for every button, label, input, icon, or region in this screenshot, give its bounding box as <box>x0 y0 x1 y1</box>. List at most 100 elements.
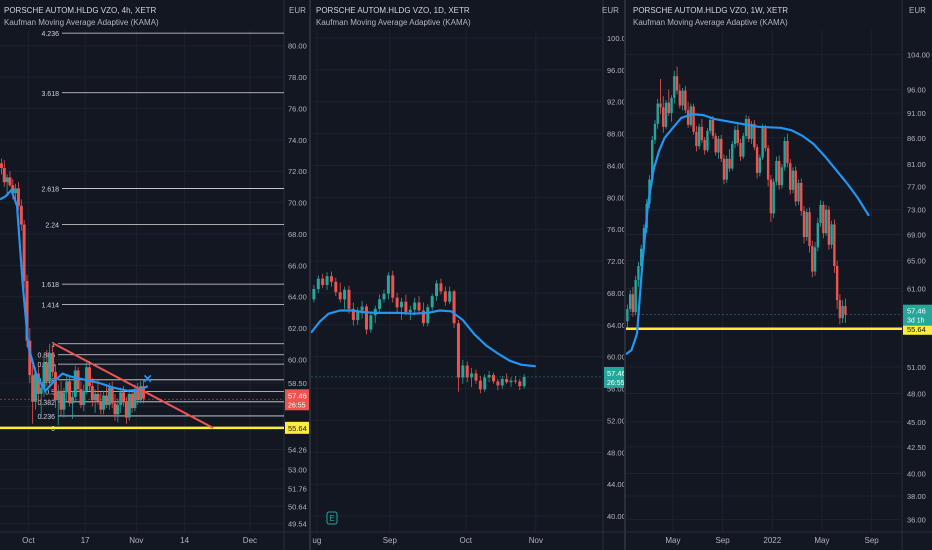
y-tick-label: 66.00 <box>288 261 307 270</box>
candle-body <box>783 140 786 168</box>
candle-body <box>96 393 100 402</box>
candle-body <box>16 188 20 206</box>
fib-level-label: 1.618 <box>41 282 59 289</box>
candle-body <box>513 380 517 382</box>
candle-body <box>628 294 632 310</box>
candle-body <box>626 309 629 322</box>
y-tick-label: 74.00 <box>288 136 307 145</box>
candle-body <box>830 224 833 245</box>
y-tick-label: 88.00 <box>607 130 624 139</box>
candle-body <box>130 393 134 409</box>
candle-body <box>753 123 756 148</box>
candle-body <box>717 138 720 153</box>
candle-body <box>99 401 103 410</box>
candle-body <box>673 76 676 98</box>
x-tick-label: May <box>814 536 829 545</box>
candle-body <box>777 160 781 186</box>
candle-body <box>122 392 126 402</box>
y-tick-label: 69.00 <box>907 230 926 239</box>
y-tick-label: 65.00 <box>907 257 926 266</box>
candle-body <box>360 306 364 311</box>
trendline <box>53 342 214 429</box>
y-tick-label: 51.00 <box>907 363 926 372</box>
candle-body <box>139 386 143 401</box>
candle-body <box>133 389 137 409</box>
candle-body <box>681 90 684 106</box>
candle-body <box>780 167 784 186</box>
candle-body <box>750 123 753 139</box>
y-tick-label: 44.00 <box>607 480 624 489</box>
y-tick-label: 64.00 <box>288 293 307 302</box>
chart-1d-pane[interactable]: 40.00 44.00 48.00 52.00 56.00 60.00 64.00 68.00… <box>311 0 624 550</box>
candle-body <box>141 386 145 399</box>
candle-body <box>465 365 469 378</box>
support-price-label: 55.64 <box>288 424 307 433</box>
candle-body <box>22 224 26 281</box>
candle-body <box>31 375 35 402</box>
candle-body <box>791 170 795 190</box>
y-tick-label: 72.00 <box>288 167 307 176</box>
y-tick-label: 53.00 <box>288 465 307 474</box>
candle-body <box>48 353 52 382</box>
candle-body <box>426 307 430 324</box>
chart-1d-svg[interactable]: 40.00 44.00 48.00 52.00 56.00 60.00 64.00 68.00… <box>311 0 624 550</box>
y-tick-label: 72.00 <box>607 257 624 266</box>
pane-divider-2[interactable] <box>624 0 626 550</box>
candle-body <box>90 386 94 401</box>
y-tick-label: 62.00 <box>288 324 307 333</box>
candle-body <box>116 404 120 415</box>
candle-body <box>739 143 742 157</box>
chart-4h-pane[interactable]: 4.2363.6182.6182.241.6181.41410.8860.786… <box>0 0 309 550</box>
candle-body <box>802 210 806 237</box>
y-tick-label: 70.00 <box>288 199 307 208</box>
support-price-label: 55.64 <box>907 325 926 334</box>
candle-body <box>417 302 421 311</box>
candle-body <box>725 158 728 180</box>
y-tick-label: 91.00 <box>907 109 926 118</box>
support-price-tag <box>903 322 932 335</box>
candle-body <box>452 291 456 324</box>
chart-4h-svg[interactable]: 4.2363.6182.6182.241.6181.41410.8860.786… <box>0 0 309 550</box>
candle-body <box>805 212 808 237</box>
candle-body <box>56 390 60 401</box>
y-tick-label: 77.00 <box>907 182 926 191</box>
y-tick-label: 73.00 <box>907 206 926 215</box>
x-tick-label: 2022 <box>763 536 781 545</box>
candle-body <box>34 373 37 402</box>
candle-body <box>430 296 434 308</box>
candle-body <box>695 131 698 147</box>
y-tick-label: 80.00 <box>607 193 624 202</box>
candle-body <box>338 292 342 300</box>
chart-1w-pane[interactable]: 36.00 38.00 40.00 42.50 45.00 48.00 51.00 55.64… <box>626 0 932 550</box>
y-tick-label: 96.00 <box>907 86 926 95</box>
candle-body <box>439 283 443 292</box>
candle-body <box>786 140 789 164</box>
candle-body <box>692 106 695 132</box>
candle-body <box>413 302 417 310</box>
candle-body <box>82 390 86 405</box>
x-tick-label: Dec <box>243 536 257 545</box>
candle-body <box>678 90 682 106</box>
candle-body <box>733 129 737 145</box>
candle-body <box>769 179 773 214</box>
candle-body <box>637 266 640 280</box>
x-tick-label: Nov <box>129 536 143 545</box>
countdown-label: 3d 1h <box>907 318 925 325</box>
y-tick-label: 86.00 <box>907 134 926 143</box>
candle-body <box>136 389 140 401</box>
candle-body <box>395 297 399 308</box>
y-tick-label: 36.00 <box>907 516 926 525</box>
candle-body <box>653 123 657 140</box>
chart-1w-svg[interactable]: 36.00 38.00 40.00 42.50 45.00 48.00 51.00 55.64… <box>626 0 932 550</box>
candle-body <box>382 293 386 300</box>
candle-body <box>714 135 717 153</box>
candle-body <box>102 395 106 410</box>
candle-body <box>325 276 329 285</box>
candle-body <box>448 291 452 302</box>
x-tick-label: 17 <box>81 536 90 545</box>
pane-divider-1[interactable] <box>309 0 311 550</box>
y-tick-label: 56.00 <box>607 385 624 394</box>
fib-level-label: 1 <box>51 342 55 349</box>
candle-body <box>651 139 654 180</box>
candle-body <box>408 309 412 313</box>
